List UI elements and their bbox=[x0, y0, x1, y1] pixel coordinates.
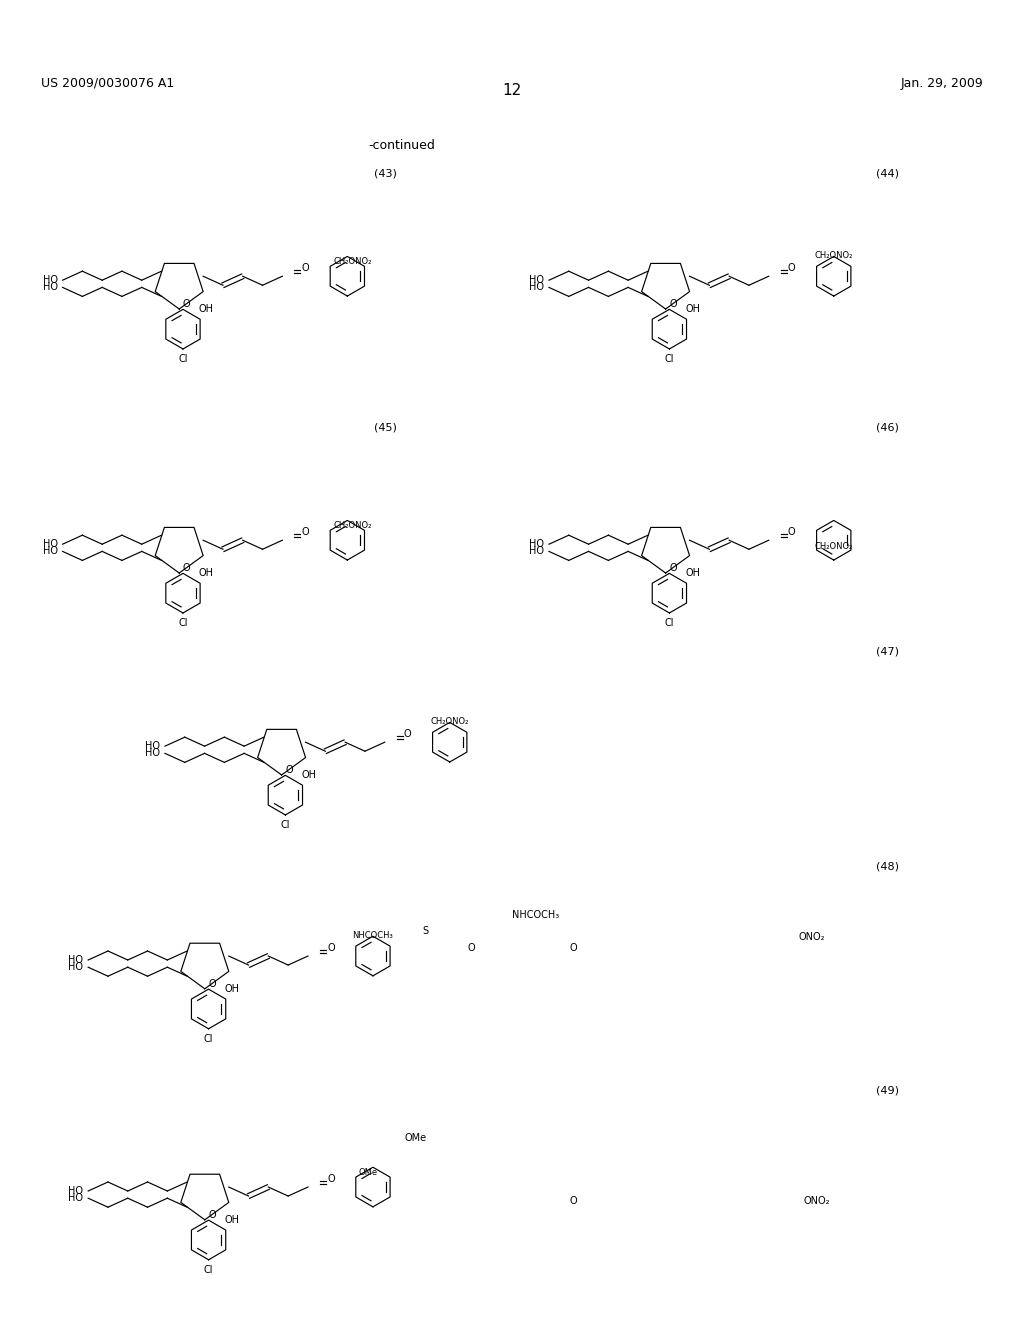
Text: O: O bbox=[327, 942, 335, 953]
Text: (48): (48) bbox=[876, 862, 898, 873]
Text: US 2009/0030076 A1: US 2009/0030076 A1 bbox=[41, 77, 174, 90]
Text: O: O bbox=[569, 1196, 578, 1206]
Text: Cl: Cl bbox=[281, 820, 290, 830]
Text: OH: OH bbox=[199, 568, 214, 578]
Text: (43): (43) bbox=[374, 169, 396, 180]
Text: Cl: Cl bbox=[204, 1034, 213, 1044]
Text: Cl: Cl bbox=[178, 618, 187, 628]
Text: NHCOCH₃: NHCOCH₃ bbox=[512, 909, 559, 920]
Text: HO: HO bbox=[69, 962, 83, 973]
Text: OH: OH bbox=[685, 304, 700, 314]
Text: OH: OH bbox=[685, 568, 700, 578]
Text: HO: HO bbox=[43, 282, 57, 293]
Text: CH₂ONO₂: CH₂ONO₂ bbox=[333, 521, 372, 529]
Text: CH₂ONO₂: CH₂ONO₂ bbox=[333, 257, 372, 265]
Text: O: O bbox=[301, 263, 309, 273]
Text: Jan. 29, 2009: Jan. 29, 2009 bbox=[900, 77, 983, 90]
Text: OH: OH bbox=[224, 983, 240, 994]
Text: O: O bbox=[209, 1209, 216, 1220]
Text: OH: OH bbox=[224, 1214, 240, 1225]
Text: 12: 12 bbox=[503, 83, 521, 98]
Text: OMe: OMe bbox=[358, 1168, 378, 1176]
Text: OMe: OMe bbox=[404, 1133, 427, 1143]
Text: O: O bbox=[467, 942, 475, 953]
Text: Cl: Cl bbox=[204, 1265, 213, 1275]
Text: (47): (47) bbox=[876, 647, 898, 657]
Text: HO: HO bbox=[529, 546, 544, 557]
Text: (46): (46) bbox=[876, 422, 898, 433]
Text: -continued: -continued bbox=[369, 139, 435, 152]
Text: HO: HO bbox=[529, 539, 544, 549]
Text: O: O bbox=[183, 298, 190, 309]
Text: (49): (49) bbox=[876, 1085, 898, 1096]
Text: HO: HO bbox=[69, 1185, 83, 1196]
Text: O: O bbox=[183, 562, 190, 573]
Text: S: S bbox=[422, 925, 428, 936]
Text: O: O bbox=[787, 263, 796, 273]
Text: O: O bbox=[670, 298, 677, 309]
Text: (44): (44) bbox=[876, 169, 898, 180]
Text: HO: HO bbox=[43, 546, 57, 557]
Text: HO: HO bbox=[43, 539, 57, 549]
Text: CH₂ONO₂: CH₂ONO₂ bbox=[430, 717, 469, 726]
Text: O: O bbox=[670, 562, 677, 573]
Text: ONO₂: ONO₂ bbox=[804, 1196, 830, 1206]
Text: O: O bbox=[286, 764, 293, 775]
Text: NHCOCH₃: NHCOCH₃ bbox=[352, 931, 393, 940]
Text: O: O bbox=[327, 1173, 335, 1184]
Text: HO: HO bbox=[145, 748, 160, 759]
Text: OH: OH bbox=[301, 770, 316, 780]
Text: HO: HO bbox=[69, 1193, 83, 1204]
Text: O: O bbox=[787, 527, 796, 537]
Text: HO: HO bbox=[145, 741, 160, 751]
Text: (45): (45) bbox=[374, 422, 396, 433]
Text: O: O bbox=[209, 978, 216, 989]
Text: OH: OH bbox=[199, 304, 214, 314]
Text: HO: HO bbox=[69, 954, 83, 965]
Text: CH₂ONO₂: CH₂ONO₂ bbox=[814, 543, 853, 550]
Text: Cl: Cl bbox=[665, 354, 674, 364]
Text: HO: HO bbox=[529, 275, 544, 285]
Text: CH₂ONO₂: CH₂ONO₂ bbox=[814, 251, 853, 260]
Text: O: O bbox=[301, 527, 309, 537]
Text: Cl: Cl bbox=[178, 354, 187, 364]
Text: O: O bbox=[403, 729, 412, 739]
Text: HO: HO bbox=[529, 282, 544, 293]
Text: ONO₂: ONO₂ bbox=[799, 932, 825, 942]
Text: Cl: Cl bbox=[665, 618, 674, 628]
Text: O: O bbox=[569, 942, 578, 953]
Text: HO: HO bbox=[43, 275, 57, 285]
